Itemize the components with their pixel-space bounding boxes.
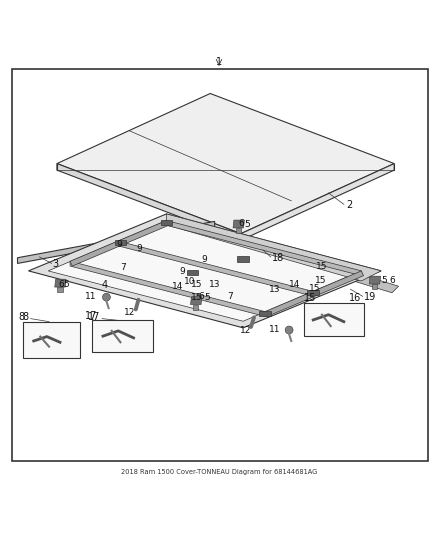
Text: 15: 15 [304, 294, 316, 303]
Polygon shape [265, 271, 364, 317]
Text: 17: 17 [85, 311, 98, 321]
Polygon shape [187, 270, 198, 275]
Text: 5: 5 [205, 293, 211, 302]
Text: 6: 6 [238, 219, 244, 228]
Polygon shape [161, 220, 172, 225]
Text: 2: 2 [346, 200, 352, 210]
Text: 15: 15 [316, 262, 328, 271]
Polygon shape [241, 164, 394, 240]
Polygon shape [57, 287, 63, 292]
Polygon shape [236, 228, 241, 233]
Text: 15: 15 [191, 293, 202, 302]
Text: 2018 Ram 1500 Cover-TONNEAU Diagram for 68144681AG: 2018 Ram 1500 Cover-TONNEAU Diagram for … [121, 470, 317, 475]
Polygon shape [193, 304, 198, 310]
Polygon shape [166, 214, 381, 281]
Polygon shape [166, 221, 361, 276]
Text: 11: 11 [85, 292, 96, 301]
Polygon shape [259, 311, 271, 316]
Text: 9: 9 [180, 267, 186, 276]
Text: 9: 9 [201, 255, 208, 264]
Polygon shape [118, 241, 313, 296]
Text: 13: 13 [269, 285, 281, 294]
Text: 16: 16 [349, 294, 361, 303]
Polygon shape [70, 221, 169, 266]
Polygon shape [48, 221, 361, 321]
Polygon shape [307, 290, 319, 295]
Bar [92, 320, 153, 352]
Text: 7: 7 [120, 263, 127, 272]
Text: 5: 5 [381, 277, 387, 286]
Polygon shape [233, 220, 244, 228]
Text: 13: 13 [209, 280, 220, 289]
Polygon shape [18, 221, 215, 263]
Text: 15: 15 [309, 284, 320, 293]
Bar [23, 322, 80, 358]
Text: 7: 7 [227, 292, 233, 301]
Text: 15: 15 [191, 279, 202, 288]
Polygon shape [372, 284, 377, 289]
Text: 6: 6 [58, 279, 64, 288]
Polygon shape [191, 297, 202, 304]
Polygon shape [237, 256, 249, 262]
Text: 5: 5 [63, 279, 69, 288]
Text: 14: 14 [172, 282, 183, 290]
Text: 9: 9 [137, 245, 143, 254]
Text: 18: 18 [272, 253, 284, 263]
Circle shape [102, 293, 110, 301]
Text: 17: 17 [88, 312, 100, 322]
Text: 12: 12 [124, 309, 135, 318]
Text: 4: 4 [102, 280, 108, 290]
Polygon shape [28, 214, 381, 328]
Polygon shape [57, 93, 394, 233]
Text: 11: 11 [269, 325, 280, 334]
Polygon shape [256, 245, 399, 293]
Text: 5: 5 [244, 220, 251, 229]
Polygon shape [115, 240, 126, 245]
Text: 9: 9 [116, 240, 122, 249]
Text: 19: 19 [364, 292, 376, 302]
Polygon shape [70, 261, 265, 317]
Circle shape [285, 326, 293, 334]
Bar [304, 303, 364, 336]
Polygon shape [55, 279, 66, 287]
Text: 12: 12 [240, 326, 251, 335]
Text: 6: 6 [389, 276, 395, 285]
Text: 10: 10 [184, 277, 195, 286]
Bar [12, 69, 428, 462]
Text: 8: 8 [18, 312, 25, 322]
Text: 1: 1 [216, 56, 222, 67]
Polygon shape [369, 276, 381, 284]
Polygon shape [57, 164, 241, 240]
Text: 3: 3 [53, 260, 59, 269]
Text: 14: 14 [289, 280, 300, 289]
Text: 6: 6 [198, 292, 204, 301]
Text: 15: 15 [315, 276, 327, 285]
Text: 8: 8 [22, 312, 28, 322]
